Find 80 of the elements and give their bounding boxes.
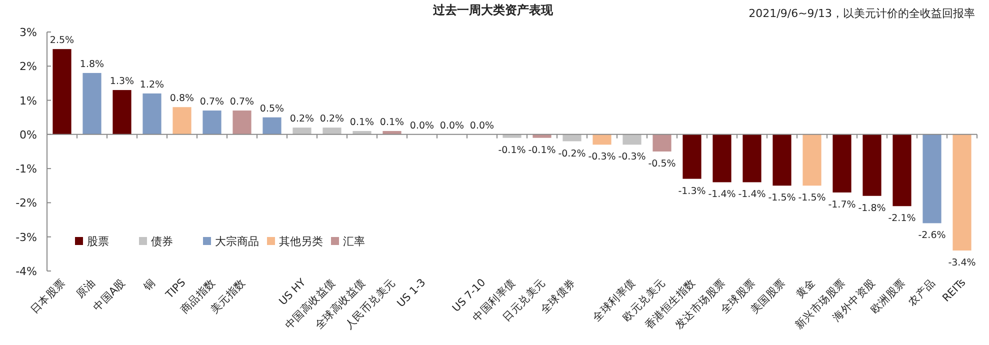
y-tick-label: 3% bbox=[20, 26, 37, 39]
y-tick-label: -4% bbox=[16, 265, 37, 278]
bar bbox=[382, 131, 402, 134]
y-tick-label: -3% bbox=[16, 230, 37, 244]
data-label: -1.4% bbox=[708, 189, 736, 200]
data-label: -2.1% bbox=[888, 213, 916, 224]
data-label: 2.5% bbox=[50, 35, 74, 46]
data-label: 1.8% bbox=[80, 58, 104, 70]
bar bbox=[82, 72, 102, 134]
x-tick-label: 日本股票 bbox=[28, 276, 68, 316]
data-label: 0.1% bbox=[380, 117, 404, 128]
data-label: 1.2% bbox=[140, 79, 164, 90]
bar bbox=[952, 134, 972, 251]
data-label: -1.5% bbox=[798, 192, 826, 204]
y-tick-label: 0% bbox=[20, 128, 37, 142]
bar bbox=[862, 134, 882, 196]
x-tick-label: 黄金 bbox=[793, 276, 818, 301]
data-label: -1.4% bbox=[738, 189, 766, 200]
bar bbox=[532, 134, 552, 138]
data-label: -0.2% bbox=[558, 148, 586, 160]
y-tick-label: 1% bbox=[20, 94, 37, 108]
bar bbox=[592, 134, 612, 145]
bar bbox=[652, 134, 672, 152]
bar bbox=[322, 128, 342, 134]
bar bbox=[922, 134, 942, 224]
bar bbox=[52, 49, 72, 134]
y-tick-label: -1% bbox=[16, 162, 37, 176]
data-label: -3.4% bbox=[948, 258, 976, 269]
legend-label: 债券 bbox=[151, 235, 173, 248]
legend-label: 股票 bbox=[87, 235, 109, 248]
data-label: -0.1% bbox=[498, 144, 526, 156]
x-tick-label: 农产品 bbox=[906, 276, 938, 308]
bar bbox=[802, 134, 822, 186]
data-label: 0.7% bbox=[200, 96, 224, 108]
y-tick-label: 2% bbox=[20, 60, 37, 74]
data-label: 0.0% bbox=[410, 120, 434, 132]
bar bbox=[712, 134, 732, 182]
bar bbox=[232, 110, 252, 134]
data-label: 0.5% bbox=[260, 103, 284, 114]
bar bbox=[742, 134, 762, 182]
data-label: 0.7% bbox=[230, 96, 254, 108]
bar bbox=[292, 128, 312, 134]
x-tick-label: US 1-3 bbox=[395, 276, 428, 310]
bar bbox=[202, 110, 222, 134]
x-tick-label: 原油 bbox=[73, 276, 98, 301]
data-label: 1.3% bbox=[110, 76, 134, 88]
bar bbox=[562, 134, 582, 142]
data-label: 0.2% bbox=[290, 114, 314, 125]
data-label: -1.7% bbox=[828, 199, 856, 210]
data-label: 0.2% bbox=[320, 114, 344, 125]
data-label: -0.5% bbox=[648, 158, 676, 170]
data-label: 0.1% bbox=[350, 117, 374, 128]
data-label: -0.3% bbox=[588, 152, 616, 163]
data-label: -2.6% bbox=[918, 230, 946, 242]
data-label: 0.0% bbox=[440, 120, 464, 132]
bar bbox=[172, 107, 192, 134]
data-label: 0.0% bbox=[470, 120, 494, 132]
bar bbox=[352, 131, 372, 134]
chart-subtitle: 2021/9/6~9/13，以美元计价的全收益回报率 bbox=[748, 7, 975, 20]
bar bbox=[682, 134, 702, 179]
bar bbox=[892, 134, 912, 206]
bar bbox=[622, 134, 642, 145]
data-label: 0.8% bbox=[170, 93, 194, 104]
data-label: -1.3% bbox=[678, 186, 706, 197]
data-label: -1.5% bbox=[768, 192, 796, 204]
bar bbox=[262, 117, 282, 134]
data-label: -1.8% bbox=[858, 202, 886, 214]
legend-label: 汇率 bbox=[343, 235, 365, 248]
y-tick-label: -2% bbox=[16, 196, 37, 210]
bar bbox=[502, 134, 522, 138]
data-label: -0.3% bbox=[618, 152, 646, 163]
data-label: -0.1% bbox=[528, 144, 556, 156]
chart-title: 过去一周大类资产表现 bbox=[432, 3, 554, 17]
legend-label: 大宗商品 bbox=[215, 235, 259, 248]
bar bbox=[832, 134, 852, 192]
legend-label: 其他另类 bbox=[279, 235, 323, 248]
bar bbox=[772, 134, 792, 186]
x-tick-label: 铜 bbox=[141, 276, 158, 294]
bar bbox=[142, 93, 162, 134]
bar bbox=[112, 90, 132, 134]
